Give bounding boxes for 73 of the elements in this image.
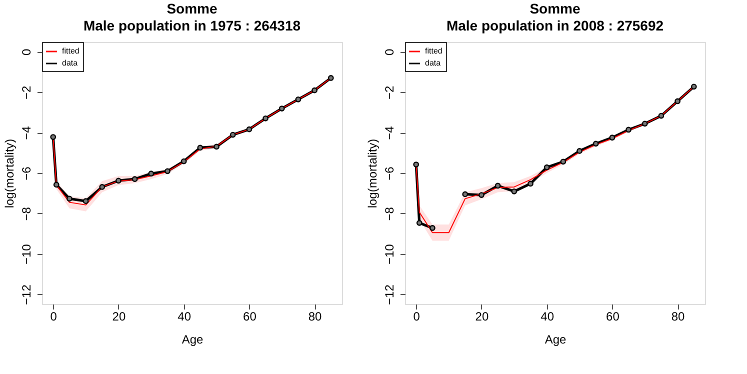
point <box>197 144 204 151</box>
point <box>511 188 518 194</box>
y-tick-label: −8 <box>20 206 34 221</box>
point <box>214 144 220 150</box>
point <box>50 134 56 140</box>
point <box>53 182 60 188</box>
x-axis-title: Age <box>544 332 566 346</box>
point <box>494 182 501 189</box>
y-axis-title: log(mortality) <box>2 138 16 208</box>
point <box>658 112 664 119</box>
point <box>66 196 72 202</box>
point <box>278 106 285 112</box>
x-axis-title: Age <box>182 332 204 346</box>
point <box>82 198 89 204</box>
y-tick-label: −12 <box>20 284 34 305</box>
x-tick-label: 20 <box>475 310 489 324</box>
legend-label: data <box>62 58 78 68</box>
y-tick-label: −10 <box>382 244 396 265</box>
x-tick-label: 40 <box>178 310 192 324</box>
x-tick-label: 0 <box>50 310 58 324</box>
y-tick-label: 0 <box>20 48 34 56</box>
y-tick-label: −6 <box>20 166 34 180</box>
legend-label: fitted <box>62 46 80 56</box>
x-tick-label: 0 <box>413 310 420 324</box>
point <box>148 170 154 177</box>
chart-subtitle: Male population in 2008 : 275692 <box>446 18 664 34</box>
point <box>99 184 106 190</box>
chart-title: Somme <box>166 0 218 16</box>
point <box>230 132 236 138</box>
y-tick-label: −2 <box>382 85 396 100</box>
point <box>430 225 436 231</box>
point <box>180 158 187 164</box>
y-tick-label: −6 <box>382 166 396 180</box>
point <box>642 120 648 127</box>
x-tick-label: 60 <box>606 310 620 324</box>
chart-subtitle: Male population in 1975 : 264318 <box>83 18 301 34</box>
point <box>690 84 697 90</box>
chart-title: Somme <box>530 0 580 16</box>
point <box>560 158 566 165</box>
point <box>416 220 422 226</box>
y-tick-label: −2 <box>20 85 34 100</box>
point <box>295 96 302 102</box>
point <box>262 115 268 122</box>
x-tick-label: 60 <box>243 310 257 324</box>
x-tick-label: 80 <box>671 310 686 324</box>
point <box>164 168 170 174</box>
legend-label: fitted <box>425 46 442 56</box>
y-axis-title: log(mortality) <box>366 138 380 208</box>
point <box>576 148 582 154</box>
point <box>462 191 468 198</box>
point <box>246 126 252 132</box>
x-tick-label: 80 <box>308 310 322 324</box>
point <box>312 87 318 94</box>
y-tick-label: −10 <box>20 244 34 265</box>
point <box>544 164 550 170</box>
point <box>116 178 122 184</box>
point <box>609 134 616 141</box>
point <box>592 140 599 147</box>
y-tick-label: 0 <box>382 48 396 56</box>
point <box>328 75 334 81</box>
legend-label: data <box>425 58 442 68</box>
y-tick-label: −8 <box>382 206 396 221</box>
x-tick-label: 20 <box>112 310 126 324</box>
point <box>132 176 138 182</box>
point <box>478 192 484 198</box>
point <box>528 180 534 187</box>
y-tick-label: −4 <box>20 126 34 140</box>
y-tick-label: −12 <box>382 284 396 305</box>
point <box>674 98 680 104</box>
x-tick-label: 40 <box>540 310 554 324</box>
point <box>413 162 420 168</box>
point <box>626 126 632 133</box>
y-tick-label: −4 <box>382 126 396 140</box>
